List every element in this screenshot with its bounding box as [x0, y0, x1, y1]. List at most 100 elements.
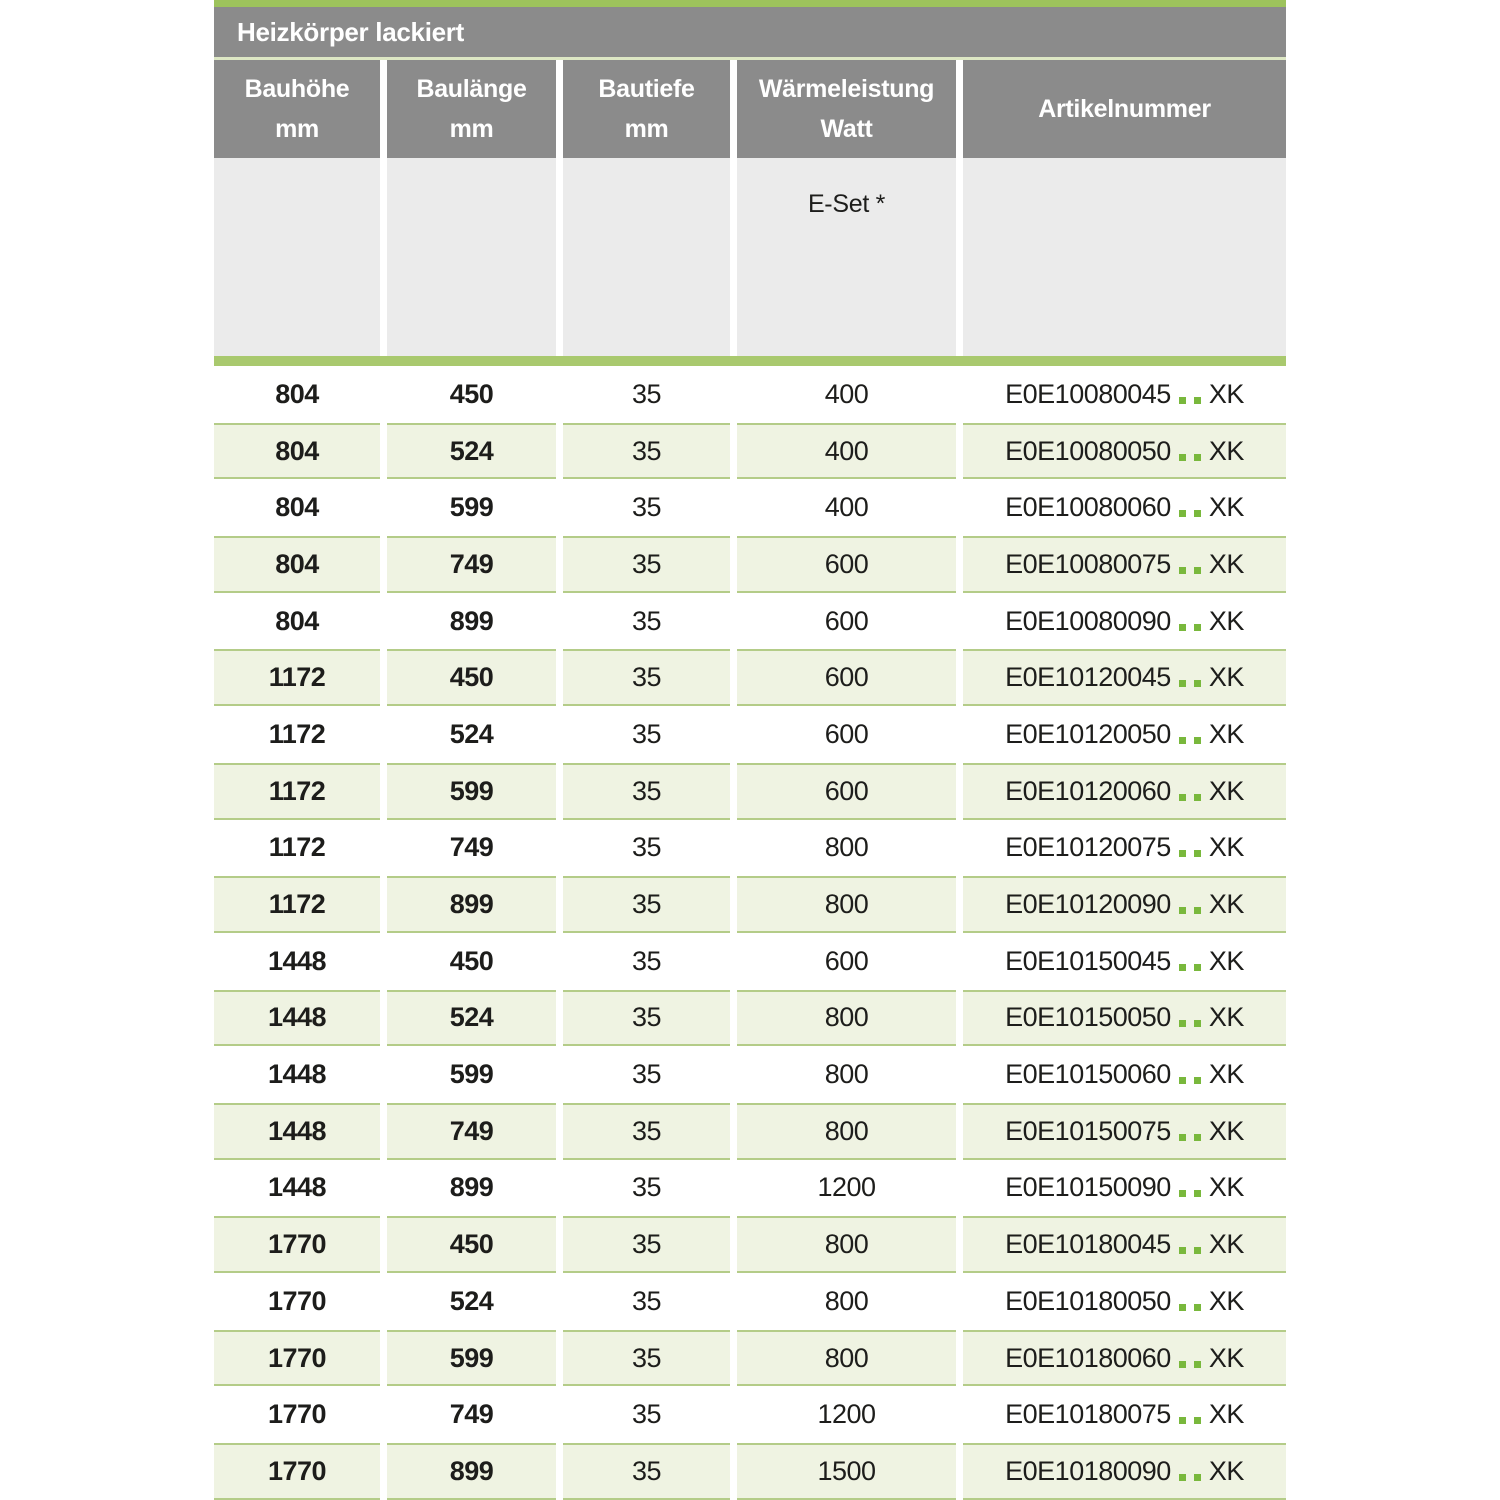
- table-body: 804 450 35 400 E0E10080045 XK 804 524 35 400 E0E10…: [214, 366, 1286, 1500]
- cell-artikelnummer: E0E10150050 XK: [963, 989, 1286, 1047]
- cell-artikelnummer: E0E10180045 XK: [963, 1216, 1286, 1273]
- cell-artikelnummer: E0E10080060 XK: [963, 479, 1286, 537]
- table-title-band: Heizkörper lackiert: [214, 7, 1286, 57]
- cell-artikelnummer: E0E10150075 XK: [963, 1102, 1286, 1160]
- cell-artikelnummer: E0E10180060 XK: [963, 1329, 1286, 1387]
- color-placeholder-dot-icon: [1193, 1473, 1201, 1481]
- cell-waermeleistung: 400: [737, 422, 956, 480]
- table-row: 1172 524 35 600 E0E10120050 XK: [214, 706, 1286, 763]
- artikelnummer-suffix: XK: [1208, 1002, 1245, 1033]
- cell-bauhoehe: 1770: [214, 1386, 380, 1444]
- cell-baulaenge: 899: [387, 1443, 556, 1500]
- artikelnummer-prefix: E0E10120050: [1005, 718, 1171, 749]
- cell-waermeleistung: 1500: [737, 1443, 956, 1500]
- column-header-label: Wärmeleistung: [758, 75, 935, 103]
- color-placeholder-dot-icon: [1193, 1190, 1201, 1198]
- cell-bauhoehe: 1172: [214, 649, 380, 707]
- cell-artikelnummer: E0E10150090 XK: [963, 1159, 1286, 1217]
- table-row: 804 450 35 400 E0E10080045 XK: [214, 366, 1286, 423]
- cell-baulaenge: 524: [387, 989, 556, 1047]
- cell-artikelnummer: E0E10120075 XK: [963, 819, 1286, 877]
- cell-baulaenge: 749: [387, 1386, 556, 1444]
- cell-bauhoehe: 1448: [214, 932, 380, 990]
- table-row: 1448 524 35 800 E0E10150050 XK: [214, 989, 1286, 1047]
- cell-bauhoehe: 1172: [214, 876, 380, 933]
- artikelnummer-prefix: E0E10180090: [1005, 1455, 1171, 1486]
- color-placeholder-dot-icon: [1178, 1190, 1186, 1198]
- cell-artikelnummer: E0E10080045 XK: [963, 366, 1286, 423]
- artikelnummer-prefix: E0E10180050: [1005, 1285, 1171, 1316]
- artikelnummer-prefix: E0E10150075: [1005, 1115, 1171, 1146]
- cell-baulaenge: 899: [387, 1159, 556, 1217]
- cell-baulaenge: 599: [387, 1046, 556, 1103]
- table-row: 1448 899 35 1200 E0E10150090 XK: [214, 1159, 1286, 1217]
- cell-baulaenge: 599: [387, 479, 556, 537]
- color-placeholder-dot-icon: [1178, 793, 1186, 801]
- table-row: 1448 450 35 600 E0E10150045 XK: [214, 932, 1286, 990]
- cell-bautiefe: 35: [563, 876, 730, 933]
- table-row: 804 524 35 400 E0E10080050 XK: [214, 422, 1286, 480]
- color-placeholder-dot-icon: [1178, 736, 1186, 744]
- artikelnummer-prefix: E0E10120045: [1005, 662, 1171, 693]
- cell-waermeleistung: 1200: [737, 1159, 956, 1217]
- table-row: 804 899 35 600 E0E10080090 XK: [214, 592, 1286, 650]
- color-placeholder-dot-icon: [1193, 907, 1201, 915]
- cell-waermeleistung: 800: [737, 876, 956, 933]
- artikelnummer-prefix: E0E10120090: [1005, 889, 1171, 920]
- cell-bautiefe: 35: [563, 592, 730, 650]
- subheader-cell: [214, 158, 380, 356]
- cell-baulaenge: 524: [387, 1273, 556, 1330]
- cell-bauhoehe: 1448: [214, 1159, 380, 1217]
- table-row: 1172 899 35 800 E0E10120090 XK: [214, 876, 1286, 933]
- subheader-cell: [563, 158, 730, 356]
- color-placeholder-dot-icon: [1193, 566, 1201, 574]
- cell-baulaenge: 749: [387, 536, 556, 593]
- cell-baulaenge: 524: [387, 422, 556, 480]
- cell-baulaenge: 899: [387, 592, 556, 650]
- column-header-artikelnummer: Artikelnummer: [963, 60, 1286, 158]
- table-row: 1448 749 35 800 E0E10150075 XK: [214, 1102, 1286, 1160]
- column-header-unit: mm: [624, 115, 669, 143]
- table-title: Heizkörper lackiert: [237, 16, 464, 47]
- artikelnummer-suffix: XK: [1208, 1342, 1245, 1373]
- cell-bauhoehe: 804: [214, 422, 380, 480]
- column-header-label: Baulänge: [416, 75, 527, 103]
- cell-waermeleistung: 800: [737, 1102, 956, 1160]
- color-placeholder-dot-icon: [1193, 1417, 1201, 1425]
- cell-bautiefe: 35: [563, 1329, 730, 1387]
- cell-artikelnummer: E0E10180090 XK: [963, 1443, 1286, 1500]
- cell-baulaenge: 450: [387, 1216, 556, 1273]
- cell-bauhoehe: 1448: [214, 1046, 380, 1103]
- color-placeholder-dot-icon: [1193, 1020, 1201, 1028]
- color-placeholder-dot-icon: [1193, 850, 1201, 858]
- column-header-label: Bauhöhe: [244, 75, 350, 103]
- cell-baulaenge: 749: [387, 1102, 556, 1160]
- cell-bauhoehe: 1172: [214, 762, 380, 820]
- cell-waermeleistung: 600: [737, 649, 956, 707]
- column-header-unit: Watt: [820, 115, 873, 143]
- cell-bautiefe: 35: [563, 762, 730, 820]
- artikelnummer-suffix: XK: [1208, 1115, 1245, 1146]
- color-placeholder-dot-icon: [1178, 510, 1186, 518]
- cell-bauhoehe: 804: [214, 592, 380, 650]
- artikelnummer-suffix: XK: [1208, 775, 1245, 806]
- table-row: 1770 524 35 800 E0E10180050 XK: [214, 1273, 1286, 1330]
- cell-bautiefe: 35: [563, 1386, 730, 1444]
- subheader-row: E-Set *: [214, 158, 1286, 356]
- artikelnummer-prefix: E0E10120075: [1005, 832, 1171, 863]
- cell-bautiefe: 35: [563, 1216, 730, 1273]
- table-row: 1448 599 35 800 E0E10150060 XK: [214, 1046, 1286, 1103]
- artikelnummer-prefix: E0E10120060: [1005, 775, 1171, 806]
- cell-bautiefe: 35: [563, 422, 730, 480]
- cell-waermeleistung: 800: [737, 989, 956, 1047]
- subheader-cell: [387, 158, 556, 356]
- cell-bautiefe: 35: [563, 1159, 730, 1217]
- cell-waermeleistung: 400: [737, 366, 956, 423]
- cell-artikelnummer: E0E10150060 XK: [963, 1046, 1286, 1103]
- column-header-bauhoehe: Bauhöhe mm: [214, 60, 380, 158]
- cell-bauhoehe: 804: [214, 536, 380, 593]
- cell-bauhoehe: 1770: [214, 1273, 380, 1330]
- color-placeholder-dot-icon: [1178, 850, 1186, 858]
- top-accent-bar: [214, 0, 1286, 7]
- cell-artikelnummer: E0E10080050 XK: [963, 422, 1286, 480]
